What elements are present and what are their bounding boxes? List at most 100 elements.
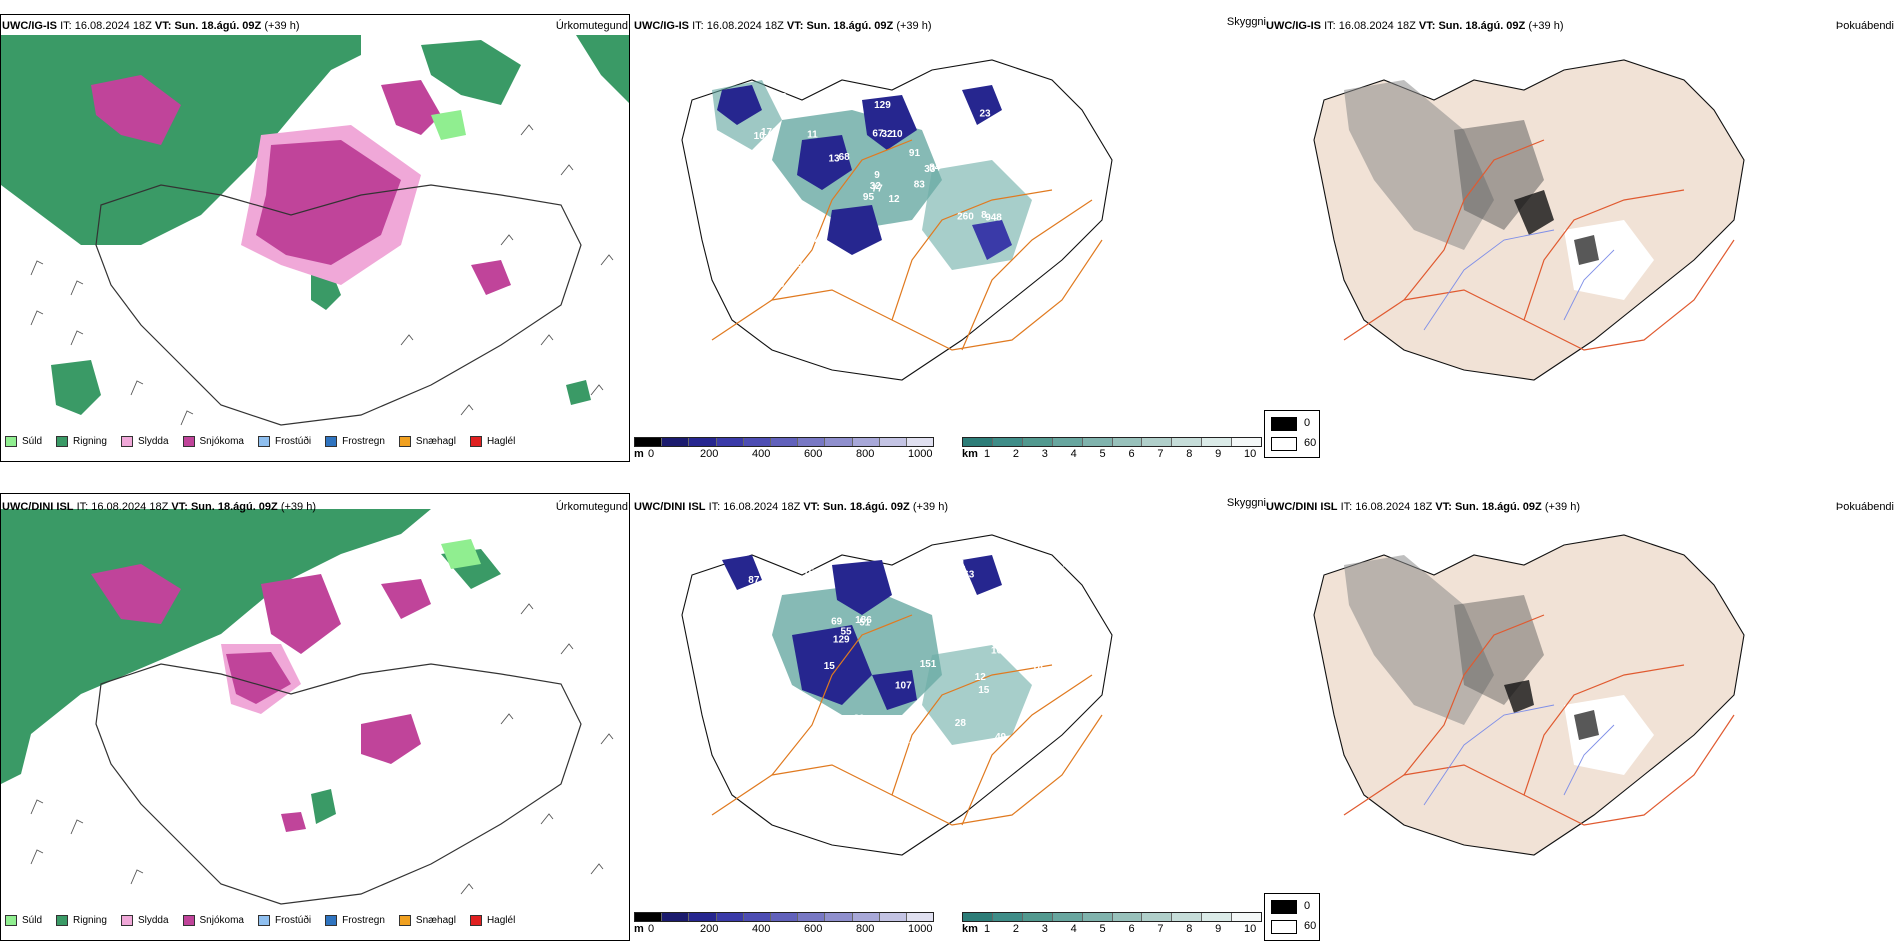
cloud-base-label: 88 (1056, 120, 1068, 131)
colorbar-cell (852, 913, 880, 921)
cloud-base-label: 75 (744, 586, 756, 597)
precip-type-legend: Súld Rigning Slydda Snjókoma Frostúði Frostre… (5, 433, 529, 449)
panel-variable-name: Þokuábendi (1835, 501, 1894, 513)
fog-legend-value-60: 60 (1304, 437, 1317, 449)
cloud-base-label: 95 (863, 192, 875, 203)
fog-legend-value-60: 60 (1304, 920, 1317, 932)
colorbar-tick: 200 (700, 923, 719, 935)
colorbar-cell (1232, 913, 1262, 921)
cloud-base-label: 35 (740, 258, 752, 269)
colorbars: m 0 200 400 600 800 1000 km 1 2 3 4 5 6 7 8 9 10 (634, 437, 1264, 461)
cloud-base-label: 63 (963, 570, 975, 581)
cloud-base-label: 98 (1041, 734, 1053, 745)
cloud-base-label: 151 (920, 659, 937, 670)
fog-panel: UWC/DINI ISL IT: 16.08.2024 18Z VT: Sun.… (1264, 475, 1900, 950)
colorbar-cell (825, 913, 853, 921)
colorbar-cell (798, 913, 826, 921)
legend-item-frostregn: Frostregn (325, 914, 385, 926)
colorbar-unit: km (962, 923, 978, 935)
colorbar-tick: 9 (1215, 923, 1222, 935)
panel-title: UWC/IG-IS IT: 16.08.2024 18Z VT: Sun. 18… (1266, 20, 1564, 32)
legend-item-rigning: Rigning (56, 914, 107, 926)
colorbar-cell (770, 913, 799, 921)
legend-swatch (182, 435, 195, 447)
colorbar-unit: m (634, 923, 644, 935)
colorbar-cell (662, 438, 690, 446)
colorbar-tick: 4 (1070, 923, 1077, 935)
cloud-base-label: 9 (874, 170, 880, 181)
legend-swatch (257, 914, 270, 926)
colorbar-tick: 6 (1128, 923, 1135, 935)
colorbar-tick: 0 (648, 923, 655, 935)
panel-title: UWC/IG-IS IT: 16.08.2024 18Z VT: Sun. 18… (2, 20, 300, 32)
precip-map-frame: Súld Rigning Slydda Snjókoma Frostúði Frostre… (0, 14, 630, 462)
legend-swatch (398, 914, 411, 926)
cloud-base-label: 12 (889, 194, 901, 205)
cloud-base-label: 41 (797, 575, 809, 586)
fog-legend-swatch-60 (1271, 920, 1297, 934)
colorbar-cell (1052, 438, 1083, 446)
cloud-base-label: 173 (1056, 147, 1073, 158)
cloud-base-label: 126 (954, 138, 971, 149)
colorbar-cell (1232, 438, 1262, 446)
legend-label: Frostúði (274, 435, 312, 447)
cloud-base-label: 91 (909, 148, 921, 159)
cloud-base-label: 82 (750, 662, 762, 673)
colorbar-cell (992, 913, 1023, 921)
visibility-colorbar (962, 912, 1262, 922)
cloud-base-label: 79 (744, 655, 756, 666)
colorbar-tick: 600 (804, 923, 823, 935)
cloud-base-label: 51 (859, 618, 871, 629)
cloud-base-label: 12 (975, 672, 987, 683)
cloud-base-label: 78 (775, 92, 787, 103)
cloud-base-label: 24 (954, 114, 966, 125)
cloud-base-label: 128 (798, 259, 815, 270)
colorbars: m 0 200 400 600 800 1000 km 1 2 3 4 5 6 7 8 9 10 (634, 912, 1264, 936)
colorbar-cell (1172, 438, 1203, 446)
cloud-base-label: 100 (991, 646, 1008, 657)
cloud-base-label: 32 (870, 181, 882, 192)
colorbar-cell (689, 438, 717, 446)
colorbar-tick: 4 (1070, 448, 1077, 460)
cloud-base-label: 129 (833, 634, 850, 645)
cloud-base-label: 186 (855, 615, 872, 626)
legend-label: Haglél (486, 435, 516, 447)
colorbar-cell (1112, 438, 1143, 446)
cloud-base-label: 32 (882, 129, 894, 140)
cloud-base-label: 68 (839, 152, 851, 163)
legend-label: Snjókoma (199, 914, 244, 926)
cloud-base-label: 129 (874, 100, 891, 111)
colorbar-cell (879, 913, 907, 921)
cloudbase-colorbar (634, 912, 934, 922)
cloud-base-label: 10 (892, 129, 904, 140)
colorbar-tick: 7 (1157, 923, 1164, 935)
visibility-colorbar (962, 437, 1262, 447)
legend-swatch (120, 435, 133, 447)
legend-swatch (120, 914, 133, 926)
cloud-base-label: 19 (1046, 254, 1058, 265)
cloud-base-label: 42 (1021, 276, 1033, 287)
colorbar-cell (1202, 913, 1233, 921)
legend-label: Súld (22, 435, 43, 447)
cloud-base-label: 40 (1050, 276, 1062, 287)
fog-legend-swatch-60 (1271, 437, 1297, 451)
colorbar-tick: 800 (856, 448, 875, 460)
legend-item-slydda: Slydda (120, 435, 169, 447)
colorbar-tick: 2 (1012, 923, 1019, 935)
colorbar-cell (716, 438, 744, 446)
precip-type-panel: Súld Rigning Slydda Snjókoma Frostúði Frostre… (0, 475, 632, 950)
panel-variable-name: Úrkomutegund (555, 501, 628, 513)
legend-swatch (257, 435, 270, 447)
fog-legend-swatch-0 (1271, 417, 1297, 431)
legend-item-snæhagl: Snæhagl (398, 435, 456, 447)
colorbar-tick: 3 (1041, 448, 1048, 460)
cloud-base-label: 20 (773, 279, 785, 290)
panel-title: UWC/DINI ISL IT: 16.08.2024 18Z VT: Sun.… (634, 501, 948, 513)
legend-label: Snjókoma (199, 435, 244, 447)
panel-title: UWC/IG-IS IT: 16.08.2024 18Z VT: Sun. 18… (634, 20, 932, 32)
cloud-base-label: 11 (807, 129, 818, 140)
legend-label: Súld (22, 914, 43, 926)
colorbar-cell (906, 913, 934, 921)
colorbar-unit: km (962, 448, 978, 460)
legend-item-haglél: Haglél (469, 435, 516, 447)
